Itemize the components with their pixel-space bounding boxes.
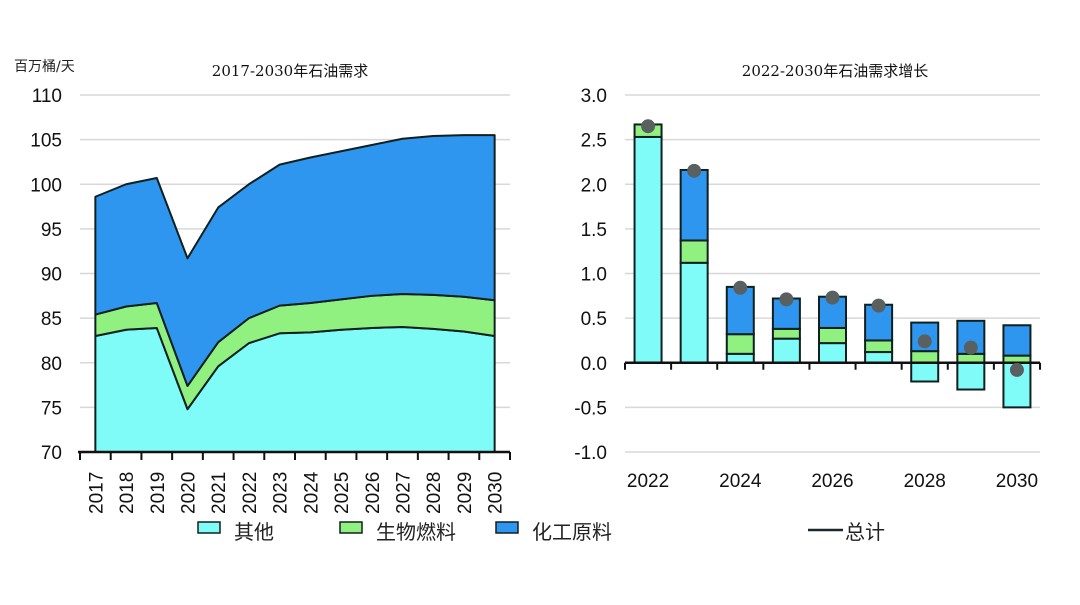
x-tick-label: 2028: [424, 472, 445, 514]
y-tick-label: 90: [41, 265, 62, 286]
bar-生物燃料-2026: [818, 326, 847, 345]
x-tick-label: 2024: [719, 471, 762, 492]
bar-化工原料-2023: [679, 168, 709, 242]
y-tick-label: 85: [41, 309, 62, 330]
legend-label: 生物燃料: [376, 520, 456, 544]
legend-label: 化工原料: [532, 520, 612, 544]
left-y-unit: 百万桶/天: [14, 59, 75, 75]
legend: 其他 生物燃料 化工原料 总计: [197, 520, 885, 544]
y-tick-label: 1.5: [581, 220, 607, 241]
x-tick-label: 2027: [394, 472, 415, 514]
total-point-2025: [779, 292, 794, 307]
bar-生物燃料-2024: [725, 333, 755, 355]
x-tick-label: 2029: [455, 472, 476, 514]
x-tick-label: 2022: [627, 471, 669, 492]
y-tick-label: 70: [41, 443, 62, 464]
y-tick-label: -0.5: [574, 398, 607, 419]
x-tick-label: 2025: [332, 472, 353, 514]
y-tick-label: 100: [30, 175, 62, 196]
area-化工原料: [94, 134, 496, 387]
left-chart-title: 2017-2030年石油需求: [212, 62, 368, 80]
bar-其他-2027: [864, 351, 894, 364]
y-tick-label: 75: [41, 398, 62, 419]
bar-其他-2029: [956, 361, 986, 391]
total-point-2026: [825, 290, 840, 305]
legend-label: 总计: [845, 520, 885, 544]
bar-其他-2023: [679, 261, 709, 364]
x-tick-label: 2020: [179, 472, 200, 514]
bar-生物燃料-2025: [771, 327, 801, 340]
bar-生物燃料-2027: [864, 339, 894, 354]
total-point-2028: [917, 334, 932, 349]
bar-其他-2025: [771, 337, 801, 364]
x-tick-label: 2028: [904, 471, 946, 492]
area-其他: [94, 326, 496, 453]
y-tick-label: 110: [32, 86, 62, 107]
total-point-2022: [641, 119, 656, 134]
x-tick-label: 2019: [148, 472, 169, 514]
x-tick-label: 2030: [996, 471, 1038, 492]
x-tick-label: 2021: [209, 472, 230, 514]
legend-label: 其他: [234, 520, 274, 544]
total-point-2023: [687, 163, 702, 178]
y-tick-label: 0.5: [581, 309, 607, 330]
bar-其他-2022: [633, 135, 663, 364]
total-point-2030: [1009, 362, 1024, 377]
y-tick-label: 95: [41, 220, 62, 241]
bar-其他-2024: [725, 352, 755, 364]
y-tick-label: 1.0: [581, 265, 607, 286]
bar-生物燃料-2028: [910, 350, 940, 364]
x-tick-label: 2026: [363, 472, 384, 514]
x-tick-label: 2023: [271, 472, 292, 514]
bar-其他-2028: [910, 361, 940, 383]
legend-swatch-化工原料: [495, 521, 519, 534]
total-point-2029: [963, 340, 978, 355]
y-tick-label: 0.0: [581, 354, 607, 375]
x-tick-label: 2018: [117, 472, 138, 514]
x-tick-label: 2026: [811, 471, 853, 492]
x-tick-label: 2022: [240, 472, 261, 514]
bar-其他-2026: [818, 342, 847, 364]
total-point-2024: [733, 280, 748, 295]
bar-生物燃料-2023: [679, 239, 709, 264]
bar-生物燃料-2029: [956, 352, 986, 364]
bar-化工原料-2028: [910, 321, 940, 353]
y-tick-label: 2.5: [581, 131, 607, 152]
y-tick-label: -1.0: [574, 443, 607, 464]
right-chart-title: 2022-2030年石油需求增长: [742, 62, 928, 80]
total-point-2027: [871, 298, 886, 313]
x-tick-label: 2030: [486, 472, 507, 514]
x-tick-label: 2024: [301, 471, 322, 514]
y-tick-label: 3.0: [581, 86, 607, 107]
x-tick-label: 2017: [86, 472, 107, 514]
y-tick-label: 2.0: [581, 175, 607, 196]
legend-swatch-其他: [197, 521, 221, 534]
y-tick-label: 80: [41, 354, 62, 375]
legend-swatch-生物燃料: [339, 521, 363, 534]
y-tick-label: 105: [30, 131, 62, 152]
bar-化工原料-2030: [1002, 324, 1032, 357]
